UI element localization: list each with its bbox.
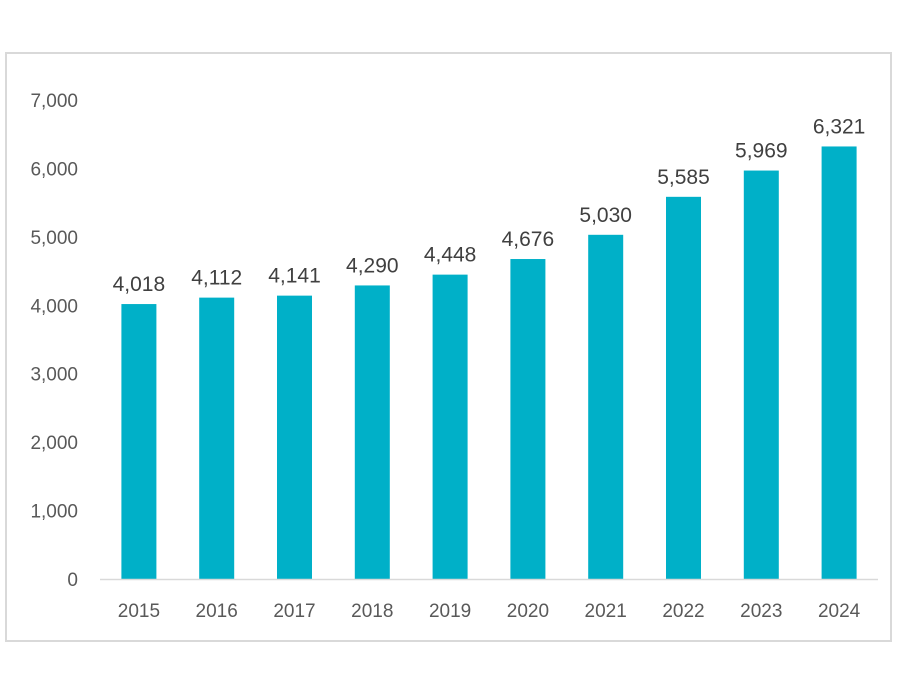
x-tick-label: 2024 — [818, 601, 861, 622]
bar-value-label: 6,321 — [813, 115, 866, 138]
y-tick-label: 7,000 — [30, 91, 78, 112]
x-tick-label: 2022 — [662, 601, 704, 622]
bar-value-label: 4,676 — [502, 228, 555, 251]
bar-value-label: 4,141 — [268, 265, 321, 288]
x-tick-label: 2015 — [118, 601, 160, 622]
bar — [666, 196, 701, 580]
y-tick-label: 1,000 — [30, 502, 78, 523]
bar — [121, 304, 157, 579]
data-labels: 4,018 4,112 4,141 4,290 4,448 4,676 5,030 5,585… — [113, 115, 866, 296]
y-tick-label: 6,000 — [30, 159, 78, 180]
y-tick-label: 2,000 — [30, 433, 78, 454]
bar-value-label: 4,018 — [113, 273, 166, 296]
x-axis-tick-labels: 2015 2016 2017 2018 2019 2020 2021 2022 2023 2024 — [118, 601, 861, 622]
bar — [588, 234, 624, 579]
x-tick-label: 2019 — [429, 601, 471, 622]
x-tick-label: 2017 — [273, 601, 315, 622]
bar-value-label: 4,448 — [424, 244, 477, 267]
x-tick-label: 2020 — [507, 601, 549, 622]
bar — [354, 285, 390, 579]
y-tick-label: 3,000 — [30, 365, 78, 386]
y-axis-tick-labels: 0 1,000 2,000 3,000 4,000 5,000 6,000 7,000 — [30, 91, 78, 591]
bar — [432, 274, 468, 579]
y-tick-label: 0 — [67, 570, 78, 591]
x-tick-label: 2016 — [196, 601, 238, 622]
bar — [510, 259, 546, 579]
bar — [199, 297, 235, 579]
bar — [277, 295, 312, 579]
bar — [743, 170, 779, 579]
bar — [821, 146, 857, 579]
x-tick-label: 2023 — [740, 601, 782, 622]
bar-value-label: 4,112 — [191, 267, 242, 290]
y-tick-label: 5,000 — [30, 228, 78, 249]
x-tick-label: 2021 — [585, 601, 627, 622]
bar-value-label: 4,290 — [346, 254, 399, 277]
y-tick-label: 4,000 — [30, 296, 78, 317]
bar-value-label: 5,969 — [735, 140, 788, 163]
bar-value-label: 5,030 — [579, 204, 632, 227]
bars — [121, 146, 857, 580]
bar-value-label: 5,585 — [657, 166, 710, 189]
x-tick-label: 2018 — [351, 601, 393, 622]
